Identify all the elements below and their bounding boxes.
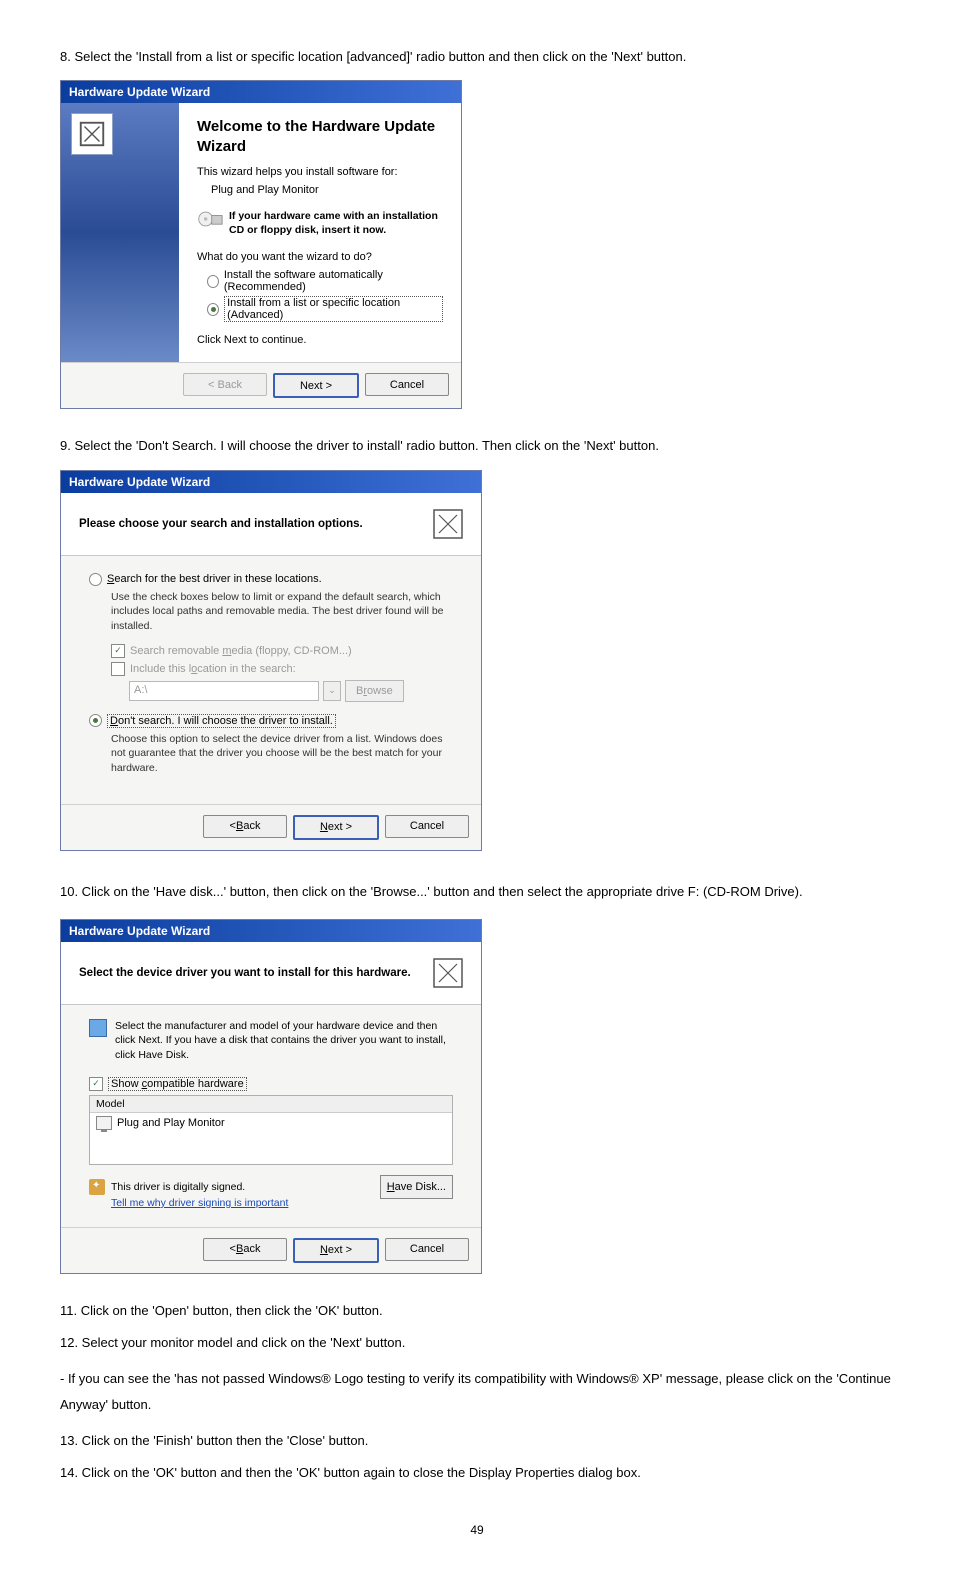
back-button[interactable]: < Back xyxy=(203,815,287,838)
wizard-titlebar: Hardware Update Wizard xyxy=(61,81,461,103)
step9-instruction: 9. Select the 'Don't Search. I will choo… xyxy=(60,437,894,455)
model-list: Model Plug and Play Monitor xyxy=(89,1095,453,1165)
radio-auto[interactable]: Install the software automatically (Reco… xyxy=(207,269,443,293)
wizard-header-icon xyxy=(429,954,467,992)
wizard-step8: Hardware Update Wizard Welcome to the Ha… xyxy=(60,80,462,409)
next-button[interactable]: Next > xyxy=(293,815,379,840)
browse-button: Browse xyxy=(345,680,404,702)
chip-icon xyxy=(89,1019,107,1037)
wizard-header-icon xyxy=(429,505,467,543)
have-disk-button[interactable]: Have Disk... xyxy=(380,1175,453,1199)
step8-instruction: 8. Select the 'Install from a list or sp… xyxy=(60,48,894,66)
wizard-header-title: Select the device driver you want to ins… xyxy=(79,967,411,979)
back-button[interactable]: < Back xyxy=(203,1238,287,1261)
chk-show-label: Show compatible hardware xyxy=(108,1077,247,1091)
model-list-item[interactable]: Plug and Play Monitor xyxy=(90,1113,452,1133)
welcome-title: Welcome to the Hardware Update Wizard xyxy=(197,117,443,156)
cd-icon xyxy=(197,210,223,228)
radio-auto-label: Install the software automatically (Reco… xyxy=(224,269,443,293)
next-button[interactable]: Next > xyxy=(273,373,359,398)
page-number: 49 xyxy=(60,1523,894,1537)
model-item-label: Plug and Play Monitor xyxy=(117,1117,225,1129)
dont-desc: Choose this option to select the device … xyxy=(111,732,453,776)
radio-dont-label: Don't search. I will choose the driver t… xyxy=(107,714,336,728)
wizard-header-title: Please choose your search and installati… xyxy=(79,518,363,530)
select-desc: Select the manufacturer and model of you… xyxy=(115,1019,453,1063)
checkbox-icon xyxy=(111,662,125,676)
cancel-button[interactable]: Cancel xyxy=(365,373,449,396)
back-button: < Back xyxy=(183,373,267,396)
radio-icon xyxy=(89,714,102,727)
next-button-label: Next > xyxy=(300,380,332,392)
cancel-button[interactable]: Cancel xyxy=(385,1238,469,1261)
wizard-titlebar: Hardware Update Wizard xyxy=(61,920,481,942)
chk-removable-label: Search removable media (floppy, CD-ROM..… xyxy=(130,645,352,657)
radio-icon xyxy=(207,275,219,288)
cd-note-text: If your hardware came with an installati… xyxy=(229,210,443,237)
step12b-instruction: - If you can see the 'has not passed Win… xyxy=(60,1366,894,1418)
search-desc: Use the check boxes below to limit or ex… xyxy=(111,590,453,634)
radio-search[interactable]: Search for the best driver in these loca… xyxy=(89,573,453,586)
step10-instruction: 10. Click on the 'Have disk...' button, … xyxy=(60,879,894,905)
device-name: Plug and Play Monitor xyxy=(211,184,443,196)
wizard-step9: Hardware Update Wizard Please choose you… xyxy=(60,470,482,851)
radio-dont-search[interactable]: Don't search. I will choose the driver t… xyxy=(89,714,453,728)
step11-instruction: 11. Click on the 'Open' button, then cli… xyxy=(60,1302,894,1320)
wizard-step10: Hardware Update Wizard Select the device… xyxy=(60,919,482,1274)
checkbox-icon xyxy=(89,1077,103,1091)
monitor-icon xyxy=(96,1116,112,1130)
dropdown-icon: ⌄ xyxy=(323,681,341,701)
next-button[interactable]: Next > xyxy=(293,1238,379,1263)
what-do-label: What do you want the wizard to do? xyxy=(197,251,443,263)
step12-instruction: 12. Select your monitor model and click … xyxy=(60,1334,894,1352)
cancel-button[interactable]: Cancel xyxy=(385,815,469,838)
wizard-graphic-icon xyxy=(71,113,113,155)
checkbox-icon xyxy=(111,644,125,658)
radio-icon xyxy=(207,303,219,316)
chk-include-label: Include this location in the search: xyxy=(130,663,296,675)
helps-text: This wizard helps you install software f… xyxy=(197,166,443,178)
wizard-titlebar: Hardware Update Wizard xyxy=(61,471,481,493)
radio-icon xyxy=(89,573,102,586)
radio-list[interactable]: Install from a list or specific location… xyxy=(207,296,443,322)
chk-removable: Search removable media (floppy, CD-ROM..… xyxy=(111,644,453,658)
path-input: A:\ xyxy=(129,681,319,701)
model-column-header: Model xyxy=(90,1096,452,1113)
step13-instruction: 13. Click on the 'Finish' button then th… xyxy=(60,1432,894,1450)
click-next-text: Click Next to continue. xyxy=(197,334,443,346)
signed-text: This driver is digitally signed. xyxy=(111,1181,245,1193)
wizard-side-graphic xyxy=(61,103,179,362)
signed-icon xyxy=(89,1179,105,1195)
chk-include: Include this location in the search: xyxy=(111,662,453,676)
radio-list-label: Install from a list or specific location… xyxy=(224,296,443,322)
signing-link[interactable]: Tell me why driver signing is important xyxy=(111,1197,288,1209)
step14-instruction: 14. Click on the 'OK' button and then th… xyxy=(60,1464,894,1482)
radio-search-label: Search for the best driver in these loca… xyxy=(107,573,322,585)
chk-show-compatible[interactable]: Show compatible hardware xyxy=(89,1077,453,1091)
